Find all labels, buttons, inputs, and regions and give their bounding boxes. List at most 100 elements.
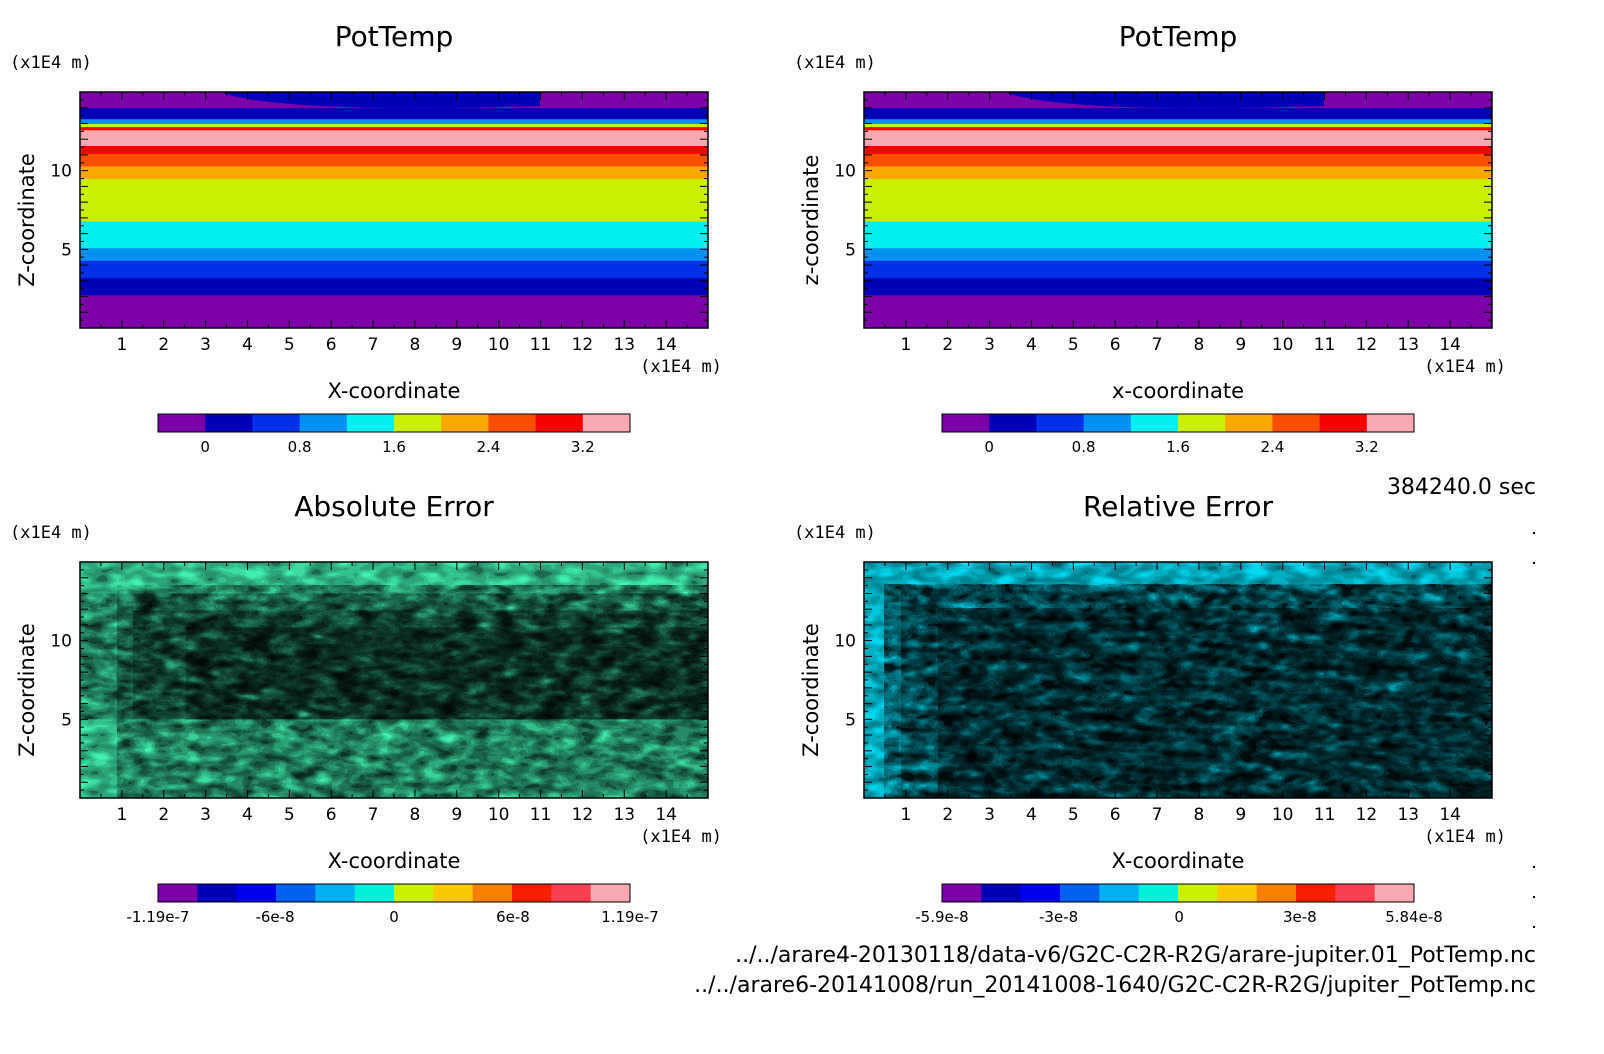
- colorbar-label: 0: [389, 908, 399, 926]
- contour-band: [864, 294, 1492, 328]
- y-tick-label: 5: [61, 710, 72, 730]
- panel-title: Relative Error: [1083, 490, 1274, 523]
- y-axis-label: Z-coordinate: [799, 623, 823, 757]
- x-tick-label: 5: [1068, 335, 1079, 355]
- y-tick-label: 5: [61, 240, 72, 260]
- contour-band: [864, 247, 1492, 261]
- colorbar-swatch: [551, 884, 592, 902]
- x-axis-unit: (x1E4 m): [640, 827, 722, 847]
- colorbar-swatch: [1319, 414, 1368, 432]
- y-axis-label: Z-coordinate: [15, 623, 39, 757]
- x-tick-label: 11: [1314, 335, 1336, 355]
- y-axis-label: Z-coordinate: [15, 153, 39, 287]
- x-tick-label: 2: [942, 805, 953, 825]
- x-tick-label: 9: [1235, 805, 1246, 825]
- time-label: 384240.0 sec: [1387, 475, 1536, 500]
- x-tick-label: 3: [200, 805, 211, 825]
- x-tick-label: 6: [1110, 335, 1121, 355]
- colorbar-swatch: [433, 884, 474, 902]
- x-tick-label: 14: [1439, 335, 1461, 355]
- x-axis-unit: (x1E4 m): [1424, 827, 1506, 847]
- x-tick-label: 3: [984, 805, 995, 825]
- colorbar-swatch: [1256, 884, 1297, 902]
- x-tick-label: 2: [942, 335, 953, 355]
- colorbar-swatch: [394, 884, 434, 902]
- plot-area: [864, 562, 1492, 798]
- x-tick-label: 14: [655, 805, 677, 825]
- x-tick-label: 3: [984, 335, 995, 355]
- x-tick-label: 10: [488, 335, 510, 355]
- contour-band: [80, 129, 708, 146]
- y-axis-unit: (x1E4 m): [794, 53, 876, 73]
- contour-band: [80, 145, 708, 154]
- contour-band: [864, 221, 1492, 249]
- colorbar-label: -6e-8: [255, 908, 294, 926]
- x-tick-label: 4: [242, 805, 253, 825]
- x-tick-label: 6: [326, 335, 337, 355]
- y-axis-unit: (x1E4 m): [10, 53, 92, 73]
- x-tick-label: 6: [1110, 805, 1121, 825]
- contour-band: [80, 126, 708, 131]
- colorbar-label: 5.84e-8: [1385, 908, 1443, 926]
- colorbar-swatch: [1335, 884, 1376, 902]
- x-tick-label: 5: [1068, 805, 1079, 825]
- x-tick-label: 5: [284, 335, 295, 355]
- contour-band: [864, 126, 1492, 131]
- colorbar-frame: [157, 883, 631, 903]
- x-tick-label: 3: [200, 335, 211, 355]
- colorbar-swatch: [236, 884, 277, 902]
- edge-dots: [1533, 532, 1535, 928]
- plot-area: [864, 92, 1492, 328]
- x-tick-label: 7: [1152, 805, 1163, 825]
- colorbar-label: 3.2: [1355, 438, 1379, 456]
- x-tick-label: 9: [451, 335, 462, 355]
- x-tick-label: 11: [530, 805, 552, 825]
- x-tick-label: 12: [1356, 335, 1378, 355]
- colorbar-frame: [941, 883, 1415, 903]
- colorbar-swatch: [488, 414, 537, 432]
- colorbar-swatch: [512, 884, 552, 902]
- contour-band: [80, 221, 708, 249]
- colorbar-swatch: [1036, 414, 1085, 432]
- contour-band: [220, 92, 540, 109]
- x-tick-label: 1: [116, 805, 127, 825]
- colorbar-label: 1.6: [1166, 438, 1190, 456]
- colorbar-swatch: [1217, 884, 1258, 902]
- contour-band: [80, 294, 708, 328]
- colorbar-label: 0.8: [288, 438, 312, 456]
- contour-band: [864, 277, 1492, 296]
- colorbar-swatch: [535, 414, 584, 432]
- x-tick-label: 4: [1026, 805, 1037, 825]
- x-tick-label: 1: [900, 805, 911, 825]
- y-tick-label: 5: [845, 710, 856, 730]
- x-tick-label: 8: [410, 335, 421, 355]
- colorbar-swatch: [158, 884, 198, 902]
- colorbar-swatch: [1272, 414, 1321, 432]
- plot-area: [80, 92, 708, 328]
- x-tick-label: 13: [613, 805, 635, 825]
- file-path-1: ../../arare4-20130118/data-v6/G2C-C2R-R2…: [735, 943, 1536, 968]
- x-tick-label: 7: [368, 805, 379, 825]
- colorbar-swatch: [942, 884, 982, 902]
- x-tick-label: 11: [530, 335, 552, 355]
- y-axis-unit: (x1E4 m): [794, 523, 876, 543]
- x-tick-label: 13: [1397, 335, 1419, 355]
- colorbar-swatch: [441, 414, 489, 432]
- x-tick-label: 8: [1194, 805, 1205, 825]
- contour-band: [864, 118, 1492, 124]
- colorbar: -5.9e-8 -3e-8 0 3e-8 5.84e-8: [915, 883, 1443, 926]
- contour-band: [80, 123, 708, 128]
- colorbar: 0 0.8 1.6 2.4 3.2: [157, 413, 631, 456]
- colorbar-swatch: [989, 414, 1037, 432]
- contour-band: [864, 178, 1492, 222]
- colorbar-label: 6e-8: [496, 908, 530, 926]
- contour-band: [864, 107, 1492, 120]
- contour-band: [80, 247, 708, 261]
- x-tick-label: 9: [1235, 335, 1246, 355]
- x-tick-label: 8: [1194, 335, 1205, 355]
- x-tick-label: 2: [158, 335, 169, 355]
- colorbar-swatch: [1225, 414, 1273, 432]
- y-tick-label: 10: [50, 162, 72, 182]
- colorbar-swatch: [1366, 414, 1415, 432]
- contour-band: [864, 260, 1492, 279]
